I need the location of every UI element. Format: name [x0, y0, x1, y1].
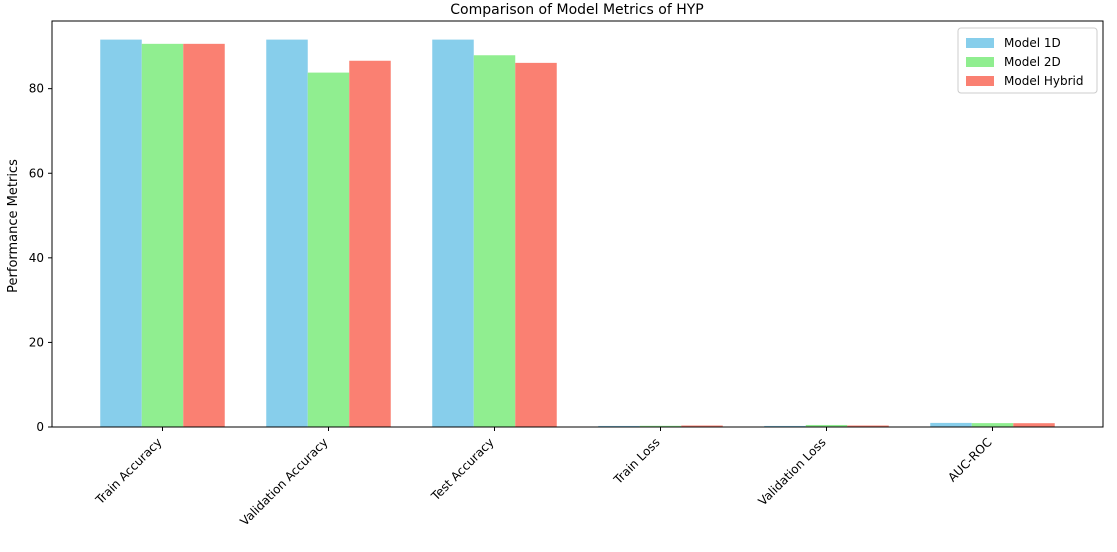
bar-1-3: [432, 39, 474, 427]
x-tick-label: Validation Loss: [756, 435, 829, 508]
y-axis-label: Performance Metrics: [6, 159, 21, 293]
bar-1-6: [930, 422, 972, 427]
bar-2-3: [473, 55, 516, 427]
legend-label: Model Hybrid: [1004, 74, 1083, 88]
y-tick-label: 60: [29, 166, 44, 180]
bar-3-2: [349, 60, 391, 428]
y-axis-ticks: 0 20 40 60 80: [29, 82, 52, 434]
y-tick-label: 40: [29, 251, 44, 265]
bar-3-1: [183, 43, 225, 428]
legend-label: Model 2D: [1004, 55, 1061, 69]
bar-2-6: [971, 423, 1014, 427]
bar-3-5: [847, 425, 889, 427]
bar-2-4: [639, 425, 682, 427]
bar-2-2: [307, 72, 350, 428]
y-tick-label: 0: [36, 420, 44, 434]
y-tick-label: 80: [29, 82, 44, 96]
x-tick-label: AUC-ROC: [945, 435, 994, 484]
legend-swatch: [966, 76, 994, 86]
bar-3-3: [515, 62, 557, 428]
bar-3-6: [1013, 423, 1055, 427]
legend-swatch: [966, 38, 994, 48]
x-tick-label: Validation Accuracy: [237, 435, 330, 528]
bar-3-4: [681, 425, 723, 427]
bar-1-2: [266, 39, 308, 427]
x-axis-ticks: Train Accuracy Validation Accuracy Test Ac…: [92, 427, 995, 528]
plot-frame: [51, 20, 1104, 428]
bar-2-1: [141, 43, 184, 428]
legend: Model 1D Model 2D Model Hybrid: [957, 27, 1098, 94]
bars-layer: [100, 39, 1055, 428]
legend-swatch: [966, 57, 994, 67]
x-tick-label: Train Accuracy: [92, 435, 164, 507]
bar-1-5: [764, 425, 806, 427]
chart-title: Comparison of Model Metrics of HYP: [450, 2, 703, 18]
bar-1-4: [598, 425, 640, 427]
y-tick-label: 20: [29, 335, 44, 349]
bar-1-1: [100, 39, 142, 427]
x-tick-label: Test Accuracy: [428, 435, 497, 504]
bar-2-5: [805, 424, 848, 427]
x-tick-label: Train Loss: [610, 435, 662, 487]
legend-label: Model 1D: [1004, 36, 1061, 50]
